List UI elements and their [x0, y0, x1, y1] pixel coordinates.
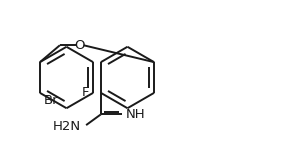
Text: Br: Br [43, 94, 58, 107]
Text: NH: NH [125, 108, 145, 121]
Text: F: F [82, 86, 89, 99]
Text: H2N: H2N [53, 120, 81, 133]
Text: O: O [75, 39, 85, 52]
